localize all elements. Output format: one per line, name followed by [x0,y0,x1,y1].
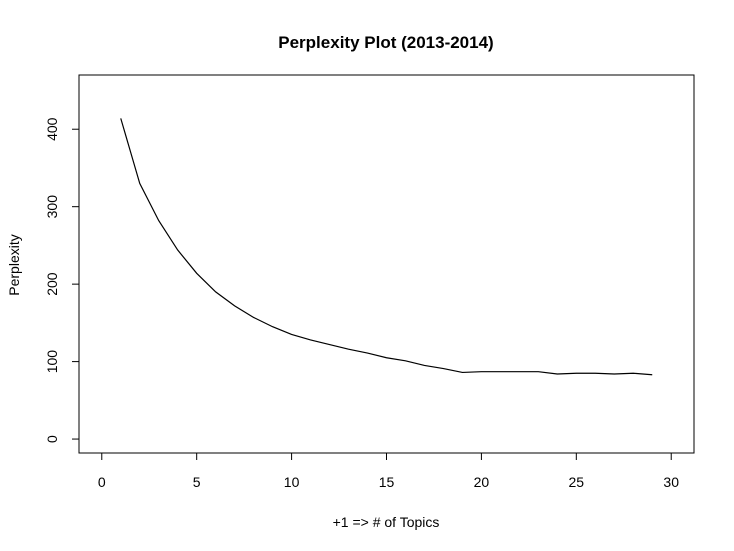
x-axis: 0 5 10 15 20 25 30 [98,452,679,490]
x-tick-label: 25 [569,474,585,490]
x-tick-label: 15 [379,474,395,490]
y-tick-label: 400 [44,117,60,141]
x-tick-label: 0 [98,474,106,490]
y-tick-label: 300 [44,195,60,219]
y-tick-label: 200 [44,272,60,296]
x-tick-label: 10 [284,474,300,490]
plot-frame [78,74,695,454]
y-tick-label: 0 [44,435,60,443]
y-axis-label: Perplexity [6,234,22,295]
series-line [120,118,653,376]
chart-title: Perplexity Plot (2013-2014) [278,33,493,52]
x-axis-label: +1 => # of Topics [333,514,440,530]
x-tick-label: 30 [663,474,679,490]
x-tick-label: 20 [474,474,490,490]
y-axis: 0 100 200 300 400 [44,117,80,443]
y-tick-label: 100 [44,350,60,374]
x-tick-label: 5 [193,474,201,490]
